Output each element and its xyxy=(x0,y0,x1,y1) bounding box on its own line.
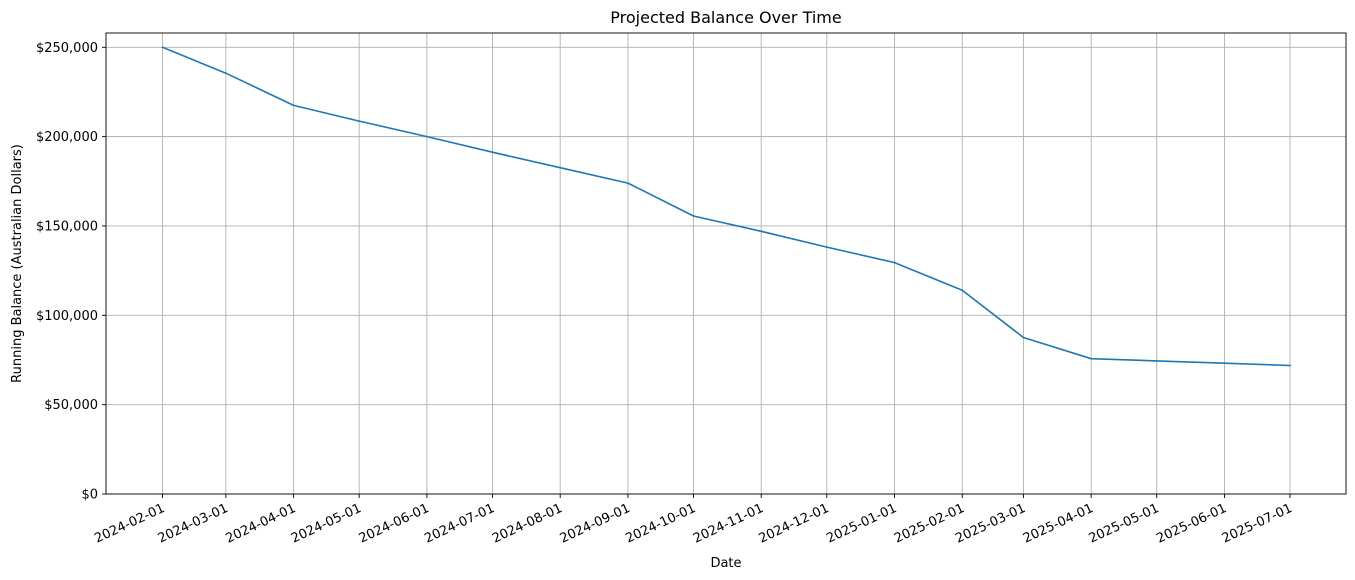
x-tick-label: 2024-11-01 xyxy=(691,501,766,547)
data-point xyxy=(1223,362,1226,365)
x-tick-label: 2024-06-01 xyxy=(357,501,432,547)
x-tick-label: 2025-05-01 xyxy=(1087,501,1162,547)
data-point xyxy=(1289,364,1291,367)
x-tick-label: 2024-02-01 xyxy=(92,501,167,547)
data-point xyxy=(161,46,164,49)
y-tick-label: $150,000 xyxy=(36,219,98,234)
x-tick-label: 2025-04-01 xyxy=(1021,501,1096,547)
grid-lines xyxy=(106,33,1346,495)
data-point xyxy=(292,104,295,107)
y-tick-label: $100,000 xyxy=(36,309,98,324)
y-tick-label: $50,000 xyxy=(44,398,98,413)
plot-area-frame xyxy=(105,32,1347,495)
data-point xyxy=(1155,360,1158,362)
x-tick-label: 2024-10-01 xyxy=(623,501,698,547)
x-tick-label: 2024-12-01 xyxy=(757,501,832,547)
x-tick-label: 2024-04-01 xyxy=(223,501,298,547)
data-point xyxy=(491,151,494,153)
series-layer xyxy=(161,46,1291,367)
x-tick-label: 2024-03-01 xyxy=(156,501,231,547)
balance-series-line xyxy=(161,46,1291,367)
y-axis: $0 $50,000 $100,000 $150,000 $200,000 $250,00… xyxy=(36,41,106,503)
x-tick-label: 2024-08-01 xyxy=(490,501,565,547)
data-point xyxy=(692,215,695,217)
x-tick-label: 2025-06-01 xyxy=(1154,501,1229,547)
y-tick-label: $250,000 xyxy=(36,41,98,56)
x-tick-label: 2025-07-01 xyxy=(1220,501,1295,547)
data-point xyxy=(1090,357,1092,360)
data-point xyxy=(760,230,763,233)
x-axis-title: Date xyxy=(710,556,741,571)
data-point xyxy=(1022,336,1025,339)
data-point xyxy=(961,289,964,292)
data-point xyxy=(225,72,227,75)
data-point xyxy=(426,135,428,138)
x-tick-label: 2024-07-01 xyxy=(422,501,497,547)
data-point xyxy=(825,246,828,248)
data-point xyxy=(627,182,629,184)
x-tick-label: 2024-09-01 xyxy=(558,501,633,547)
y-axis-title: Running Balance (Australian Dollars) xyxy=(10,144,25,383)
data-point xyxy=(893,261,896,264)
x-tick-label: 2025-03-01 xyxy=(953,501,1028,547)
x-tick-label: 2024-05-01 xyxy=(289,501,364,547)
chart-title: Projected Balance Over Time xyxy=(610,8,841,27)
x-tick-label: 2025-01-01 xyxy=(824,501,899,547)
x-axis: 2024-02-012024-03-012024-04-012024-05-01… xyxy=(92,494,1295,547)
data-point xyxy=(559,166,561,169)
data-point xyxy=(358,120,360,122)
y-tick-label: $0 xyxy=(81,488,98,503)
y-tick-label: $200,000 xyxy=(36,130,98,145)
